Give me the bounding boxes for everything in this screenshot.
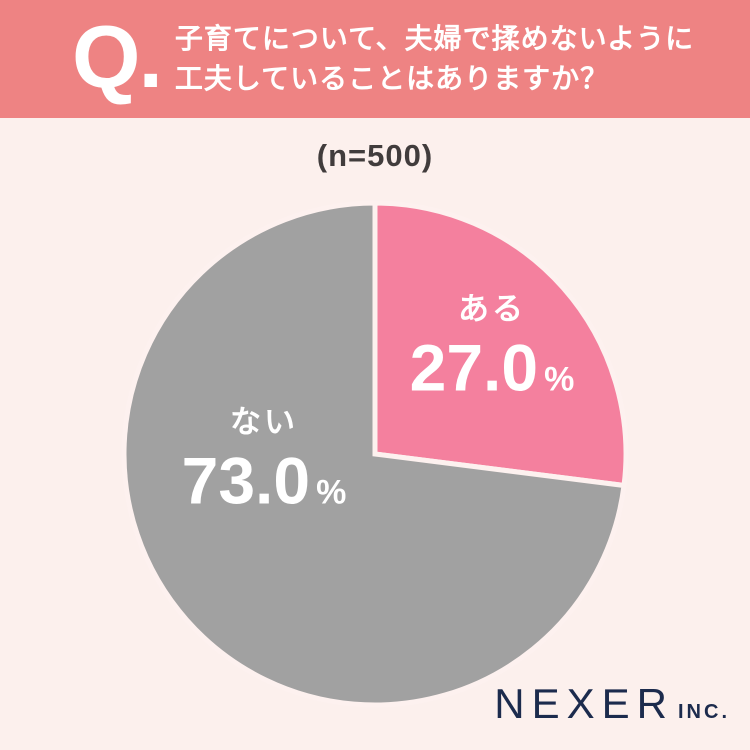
question-line-1: 子育てについて、夫婦で揉めないように bbox=[174, 23, 695, 54]
pie-label-nai-unit: % bbox=[316, 473, 347, 512]
pie-label-nai-category: ない bbox=[229, 404, 298, 440]
pie-label-nai: ない 73.0 % bbox=[182, 397, 347, 514]
pie-label-nai-value: 73.0 bbox=[181, 443, 311, 518]
pie-label-aru-category: ある bbox=[457, 291, 526, 327]
sample-size-label: (n=500) bbox=[316, 138, 434, 173]
pie-slice-ない bbox=[121, 200, 627, 708]
question-text: 子育てについて、夫婦で揉めないように 工夫していることはありますか？ bbox=[175, 19, 694, 99]
pie-label-aru-value: 27.0 bbox=[409, 330, 539, 405]
brand-logo: NEXER INC. bbox=[494, 680, 730, 728]
question-line-2: 工夫していることはありますか？ bbox=[174, 63, 610, 94]
pie-slice-ある bbox=[372, 200, 629, 489]
pie-label-aru: ある 27.0 % bbox=[410, 284, 575, 401]
brand-suffix: INC. bbox=[678, 701, 730, 723]
brand-name: NEXER bbox=[494, 680, 674, 727]
question-header: Q. 子育てについて、夫婦で揉めないように 工夫していることはありますか？ bbox=[0, 0, 750, 118]
q-mark: Q. bbox=[72, 7, 163, 106]
pie-label-aru-unit: % bbox=[544, 360, 575, 399]
